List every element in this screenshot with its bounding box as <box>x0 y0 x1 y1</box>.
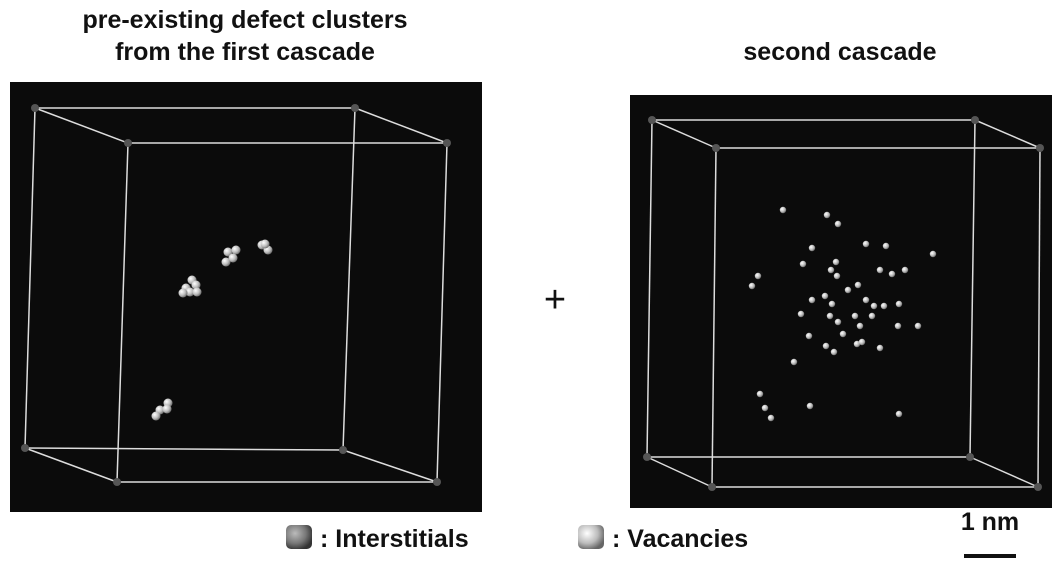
legend-icon <box>286 525 312 549</box>
atom <box>852 313 858 319</box>
corner-atom <box>708 483 716 491</box>
atom <box>840 331 846 337</box>
legend-icon <box>578 525 604 549</box>
atom <box>877 345 883 351</box>
atom <box>229 254 238 263</box>
atom <box>809 245 815 251</box>
atom <box>768 415 774 421</box>
panel-title: second cascade <box>743 38 936 66</box>
legend-label: : Vacancies <box>612 525 748 553</box>
corner-atom <box>124 139 132 147</box>
corner-atom <box>113 478 121 486</box>
atom <box>791 359 797 365</box>
atom <box>822 293 828 299</box>
atom <box>179 289 188 298</box>
atom <box>824 212 830 218</box>
atom <box>823 343 829 349</box>
atom <box>261 240 270 249</box>
atom <box>152 412 161 421</box>
atom <box>833 259 839 265</box>
atom <box>831 349 837 355</box>
corner-atom <box>643 453 651 461</box>
atom <box>232 246 241 255</box>
atom <box>780 207 786 213</box>
atom <box>757 391 763 397</box>
corner-atom <box>712 144 720 152</box>
atom <box>828 267 834 273</box>
panel-title: from the first cascade <box>115 38 375 66</box>
plus-sign: + <box>544 279 566 321</box>
atom <box>859 339 865 345</box>
corner-atom <box>1034 483 1042 491</box>
atom <box>834 273 840 279</box>
atom <box>807 403 813 409</box>
legend-label: : Interstitials <box>320 525 469 553</box>
corner-atom <box>648 116 656 124</box>
atom <box>809 297 815 303</box>
corner-atom <box>31 104 39 112</box>
atom <box>835 221 841 227</box>
corner-atom <box>351 104 359 112</box>
atom <box>749 283 755 289</box>
atom <box>835 319 841 325</box>
atom <box>845 287 851 293</box>
atom <box>163 405 172 414</box>
atom <box>193 288 202 297</box>
corner-atom <box>966 453 974 461</box>
atom <box>857 323 863 329</box>
atom <box>883 243 889 249</box>
atom <box>896 301 902 307</box>
atom <box>827 313 833 319</box>
atom <box>869 313 875 319</box>
atom <box>863 297 869 303</box>
atom <box>755 273 761 279</box>
atom <box>915 323 921 329</box>
atom <box>800 261 806 267</box>
atom <box>798 311 804 317</box>
atom <box>855 282 861 288</box>
corner-atom <box>1036 144 1044 152</box>
left-panel <box>10 82 482 512</box>
corner-atom <box>339 446 347 454</box>
figure: pre-existing defect clusters from the fi… <box>0 0 1054 564</box>
atom <box>889 271 895 277</box>
atom <box>863 241 869 247</box>
atom <box>871 303 877 309</box>
page: pre-existing defect clusters from the fi… <box>0 0 1054 569</box>
atom <box>895 323 901 329</box>
atom <box>896 411 902 417</box>
atom <box>902 267 908 273</box>
atom <box>877 267 883 273</box>
atom <box>829 301 835 307</box>
scale-label: 1 nm <box>961 508 1019 536</box>
right-panel <box>630 95 1052 508</box>
atom <box>881 303 887 309</box>
atom <box>806 333 812 339</box>
corner-atom <box>433 478 441 486</box>
panel-title: pre-existing defect clusters <box>82 6 407 34</box>
corner-atom <box>21 444 29 452</box>
atom <box>930 251 936 257</box>
corner-atom <box>971 116 979 124</box>
corner-atom <box>443 139 451 147</box>
atom <box>762 405 768 411</box>
